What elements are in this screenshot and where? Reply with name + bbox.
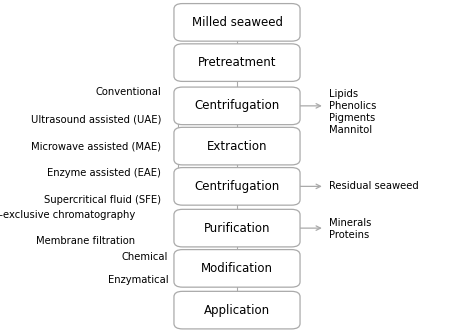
Text: Lipids: Lipids [329,89,358,99]
Text: Extraction: Extraction [207,140,267,153]
Text: Centrifugation: Centrifugation [194,99,280,112]
FancyBboxPatch shape [174,87,300,125]
Text: Purification: Purification [204,222,270,235]
FancyBboxPatch shape [174,167,300,205]
FancyBboxPatch shape [174,44,300,81]
Text: Phenolics: Phenolics [329,101,377,111]
Text: Centrifugation: Centrifugation [194,180,280,193]
Text: Pretreatment: Pretreatment [198,56,276,69]
FancyBboxPatch shape [174,209,300,247]
Text: Pigments: Pigments [329,113,376,123]
Text: Ultrasound assisted (UAE): Ultrasound assisted (UAE) [31,114,161,124]
Text: Conventional: Conventional [95,87,161,97]
Text: Minerals: Minerals [329,218,372,228]
Text: Chemical: Chemical [122,252,168,262]
FancyBboxPatch shape [174,250,300,287]
Text: Supercritical fluid (SFE): Supercritical fluid (SFE) [44,195,161,205]
Text: Milled seaweed: Milled seaweed [191,16,283,29]
FancyBboxPatch shape [174,4,300,41]
FancyBboxPatch shape [174,127,300,165]
Text: Size-exclusive chromatography: Size-exclusive chromatography [0,210,135,220]
Text: Proteins: Proteins [329,230,370,240]
Text: Enzyme assisted (EAE): Enzyme assisted (EAE) [47,168,161,178]
Text: Residual seaweed: Residual seaweed [329,181,419,191]
Text: Membrane filtration: Membrane filtration [36,236,135,246]
Text: Microwave assisted (MAE): Microwave assisted (MAE) [31,141,161,151]
Text: Mannitol: Mannitol [329,125,373,135]
Text: Modification: Modification [201,262,273,275]
Text: Enzymatical: Enzymatical [108,275,168,285]
Text: Application: Application [204,304,270,317]
FancyBboxPatch shape [174,291,300,329]
